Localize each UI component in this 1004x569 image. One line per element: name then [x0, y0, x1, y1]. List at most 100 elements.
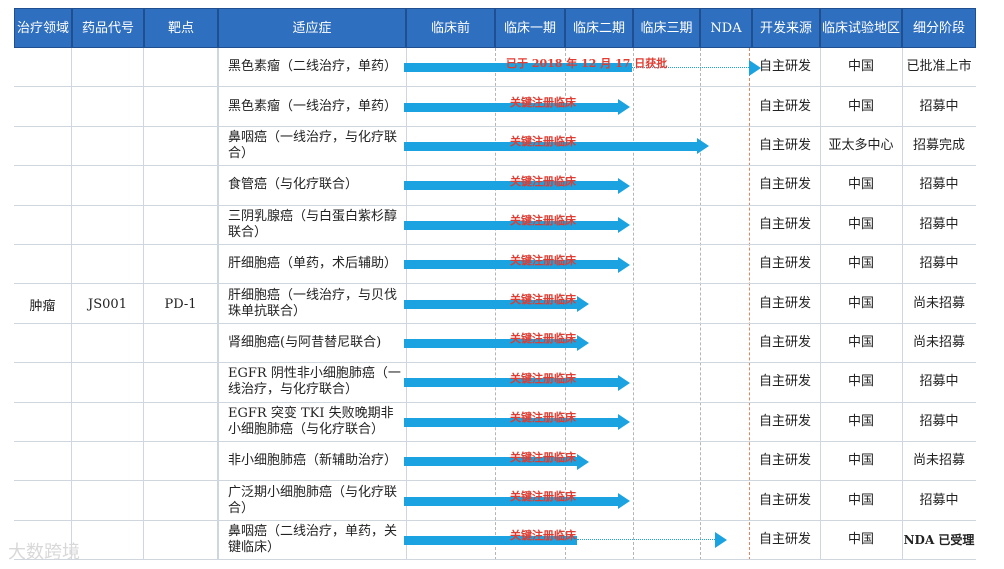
header-area: 治疗 领域 — [14, 8, 72, 48]
progress-bar — [404, 378, 618, 388]
drug-code-cell: JS001 — [72, 48, 144, 560]
table-row: EGFR 阴性非小细胞肺癌（一线治疗，与化疗联合） 自主研发 中国 招募中 关键注册临床 — [14, 363, 976, 403]
trial-region-cell: 中国 — [847, 374, 874, 390]
header-preclinical: 临床前 — [406, 8, 495, 48]
table-row: 黑色素瘤（二线治疗，单药） 自主研发 中国 已批准上市 已于 2018 年 12 月 1… — [14, 48, 976, 88]
header-text: 靶点 — [167, 20, 194, 36]
phase-label: 关键注册临床 — [510, 450, 576, 464]
sub-stage-cell: NDA 已受理 — [903, 532, 975, 547]
nda-divider — [700, 48, 701, 560]
indication-cell: 鼻咽癌（二线治疗，单药，关键临床） — [228, 523, 398, 555]
header-text: 临床试验 — [821, 20, 874, 36]
watermark: 大数跨境 — [8, 542, 80, 563]
divider — [218, 48, 219, 560]
table-row: EGFR 突变 TKI 失败晚期非小细胞肺癌（与化疗联合） 自主研发 中国 招募中 关键… — [14, 403, 976, 442]
sub-stage-cell: 招募中 — [919, 98, 959, 114]
indication-cell: 黑色素瘤（一线治疗，单药） — [228, 98, 398, 114]
phase-label: 关键注册临床 — [510, 490, 576, 504]
indication-cell: 鼻咽癌（一线治疗，与化疗联合） — [228, 129, 398, 161]
progress-arrowhead — [617, 256, 630, 273]
progress-bar — [404, 181, 618, 191]
trial-region-cell: 中国 — [847, 453, 874, 469]
indication-cell: 肝细胞癌（一线治疗，与贝伐珠单抗联合） — [228, 287, 398, 319]
table-row: 鼻咽癌（二线治疗，单药，关键临床） 自主研发 中国 NDA 已受理 关键注册临床 — [14, 521, 976, 561]
pipeline-table: 治疗 领域 药品代号 靶点 适应症 临床前 临床一期临床二期临床三期 NDA 开发来源 临床试验地… — [14, 8, 976, 564]
header-text: 期 — [679, 20, 693, 36]
progress-arrowhead — [749, 59, 761, 76]
header-text: 治疗 — [16, 20, 43, 36]
header-text: 细分阶段 — [912, 20, 965, 36]
header-text: NDA — [710, 20, 742, 36]
dev-source-cell: 自主研发 — [758, 137, 811, 153]
header-text: 临床前 — [430, 20, 470, 36]
trial-region-cell: 中国 — [847, 177, 874, 193]
phase-label: 关键注册临床 — [510, 214, 576, 228]
progress-bar — [404, 299, 577, 309]
progress-bar — [404, 260, 618, 270]
trial-region-cell: 中国 — [847, 256, 874, 272]
header-indication: 适应症 — [218, 8, 406, 48]
phase-label: 关键注册临床 — [510, 371, 576, 385]
header-dev_source: 开发来源 — [752, 8, 820, 48]
progress-arrowhead — [617, 177, 630, 194]
progress-arrowhead — [576, 296, 589, 313]
header-sub_stage: 细分阶段 — [902, 8, 976, 48]
progress-arrowhead — [617, 99, 630, 116]
table-row: 三阴乳腺癌（与白蛋白紫杉醇联合） 自主研发 中国 招募中 关键注册临床 — [14, 206, 976, 245]
header-text: 期 — [543, 20, 557, 36]
phase-label: 关键注册临床 — [510, 332, 576, 346]
trial-region-cell: 亚太多中心 — [828, 137, 894, 153]
sub-stage-cell: 招募中 — [919, 413, 959, 429]
progress-extension — [576, 539, 715, 541]
progress-bar — [404, 338, 577, 348]
trial-region-cell: 中国 — [847, 59, 874, 75]
therapy-area-cell: 肿瘤 — [14, 48, 72, 560]
progress-bar — [404, 457, 577, 467]
header-phase2: 临床二期 — [565, 8, 633, 48]
sub-stage-cell: 尚未招募 — [912, 334, 965, 350]
divider — [902, 48, 903, 560]
sub-stage-cell: 尚未招募 — [912, 295, 965, 311]
header-text: 地区 — [874, 20, 901, 36]
dev-source-cell: 自主研发 — [758, 295, 811, 311]
dev-source-cell: 自主研发 — [758, 98, 811, 114]
target-cell: PD-1 — [144, 48, 218, 560]
trial-region-cell: 中国 — [847, 295, 874, 311]
trial-region-cell: 中国 — [847, 334, 874, 350]
approval-divider — [749, 48, 750, 560]
table-row: 非小细胞肺癌（新辅助治疗） 自主研发 中国 尚未招募 关键注册临床 — [14, 442, 976, 482]
sub-stage-cell: 尚未招募 — [912, 453, 965, 469]
progress-arrowhead — [617, 493, 630, 510]
progress-bar — [404, 417, 618, 427]
phase-label: 关键注册临床 — [510, 174, 576, 188]
phase-label: 关键注册临床 — [510, 529, 576, 543]
header-target: 靶点 — [144, 8, 218, 48]
trial-region-cell: 中国 — [847, 216, 874, 232]
header-text: 适应症 — [292, 20, 332, 36]
progress-arrowhead — [617, 217, 630, 234]
phase-label: 关键注册临床 — [510, 96, 576, 110]
trial-region-cell: 中国 — [847, 492, 874, 508]
table-row: 肝细胞癌（单药，术后辅助） 自主研发 中国 招募中 关键注册临床 — [14, 245, 976, 285]
phase-label: 关键注册临床 — [510, 253, 576, 267]
header-code: 药品代号 — [72, 8, 144, 48]
progress-bar — [404, 141, 698, 151]
indication-cell: 肾细胞癌(与阿昔替尼联合) — [228, 334, 382, 350]
header-text: 期 — [612, 20, 626, 36]
indication-cell: 食管癌（与化疗联合） — [228, 177, 359, 193]
header-text: 开发来源 — [759, 20, 812, 36]
sub-stage-cell: 招募中 — [919, 492, 959, 508]
indication-cell: EGFR 突变 TKI 失败晚期非小细胞肺癌（与化疗联合） — [228, 405, 394, 437]
table-row: 黑色素瘤（一线治疗，单药） 自主研发 中国 招募中 关键注册临床 — [14, 87, 976, 127]
indication-cell: 黑色素瘤（二线治疗，单药） — [228, 59, 398, 75]
progress-bar — [404, 102, 618, 112]
trial-region-cell: 中国 — [847, 413, 874, 429]
table-row: 广泛期小细胞肺癌（与化疗联合） 自主研发 中国 招募中 关键注册临床 — [14, 481, 976, 521]
header-phase1: 临床一期 — [495, 8, 565, 48]
indication-cell: 广泛期小细胞肺癌（与化疗联合） — [228, 484, 398, 516]
phase-label: 已于 2018 年 12 月 17 日获批 — [506, 56, 668, 70]
header-trial_region: 临床试验 地区 — [820, 8, 902, 48]
progress-extension — [631, 66, 749, 68]
dev-source-cell: 自主研发 — [758, 177, 811, 193]
progress-arrowhead — [617, 374, 630, 391]
